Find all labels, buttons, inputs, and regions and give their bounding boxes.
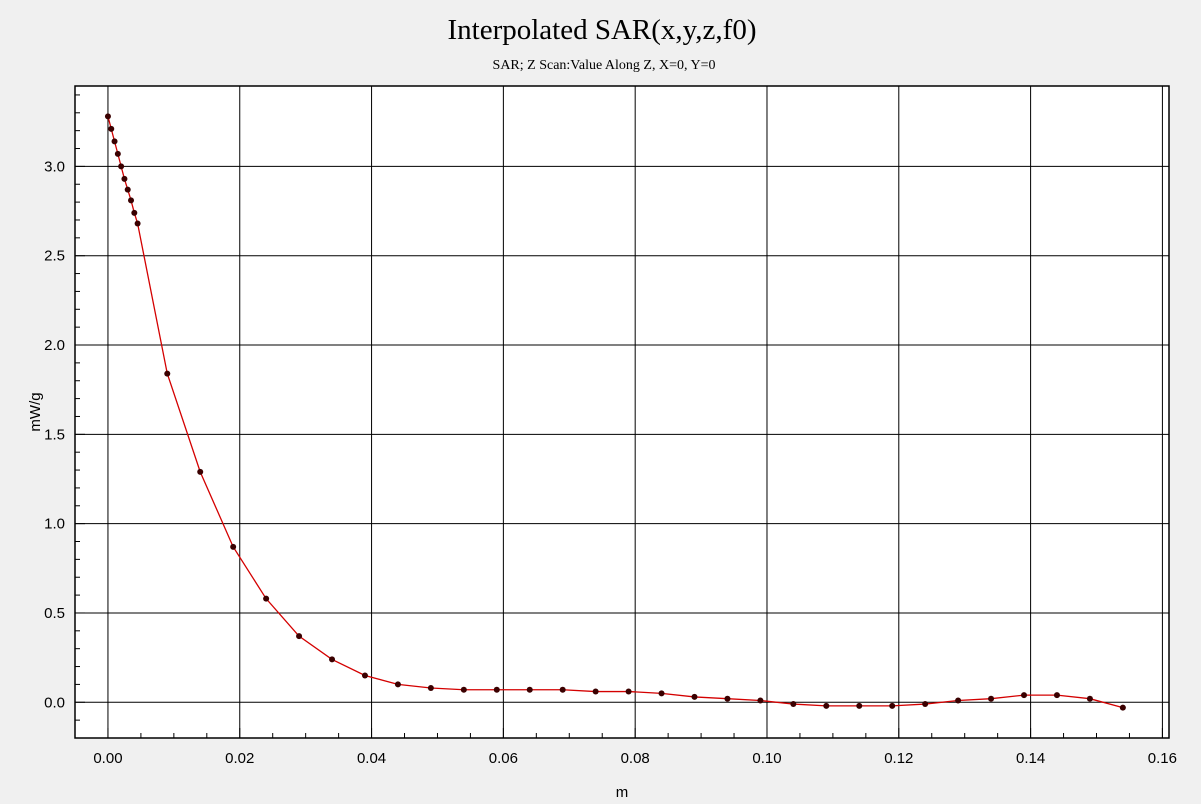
data-point [625, 688, 632, 695]
data-point [460, 686, 467, 693]
y-tick-label: 2.5 [44, 248, 65, 265]
y-axis-label: mW/g [27, 392, 44, 431]
x-axis-label: m [616, 784, 629, 801]
data-point [559, 686, 566, 693]
y-tick-label: 1.0 [44, 516, 65, 533]
data-point [988, 695, 995, 702]
data-point [1086, 695, 1093, 702]
series-line [107, 116, 1124, 709]
data-point [592, 688, 599, 695]
x-tick-label: 0.06 [489, 750, 518, 767]
data-point [296, 633, 303, 640]
x-tick-labels: 0.00 0.02 0.04 0.06 0.08 0.10 0.12 0.14 0.16 [93, 750, 1177, 767]
y-tick-label: 3.0 [44, 158, 65, 175]
data-point [263, 595, 270, 602]
x-tick-label: 0.12 [884, 750, 913, 767]
data-point [1021, 692, 1028, 699]
grid [75, 86, 1169, 738]
data-point [922, 701, 929, 708]
data-point [361, 672, 368, 679]
data-point [1119, 704, 1126, 711]
data-point [164, 370, 171, 377]
plot-area [75, 86, 1169, 738]
x-tick-label: 0.08 [621, 750, 650, 767]
data-point [134, 220, 141, 227]
data-point [724, 695, 731, 702]
data-point [526, 686, 533, 693]
data-point [124, 186, 131, 193]
data-point [111, 138, 118, 145]
x-tick-label: 0.00 [93, 750, 122, 767]
data-point [197, 468, 204, 475]
series-points [104, 113, 1126, 711]
data-point [955, 697, 962, 704]
x-tick-label: 0.10 [752, 750, 781, 767]
data-point [114, 150, 121, 157]
x-tick-label: 0.04 [357, 750, 386, 767]
y-tick-label: 1.5 [44, 426, 65, 443]
x-tick-label: 0.14 [1016, 750, 1045, 767]
data-point [757, 697, 764, 704]
y-tick-label: 2.0 [44, 337, 65, 354]
data-point [118, 163, 125, 170]
data-point [1053, 692, 1060, 699]
data-point [889, 702, 896, 709]
data-point [394, 681, 401, 688]
data-point [230, 543, 237, 550]
data-point [691, 693, 698, 700]
data-point [856, 702, 863, 709]
data-point [131, 209, 138, 216]
data-point [329, 656, 336, 663]
data-point [790, 701, 797, 708]
data-point [128, 197, 135, 204]
data-point [104, 113, 111, 120]
data-point [427, 684, 434, 691]
x-tick-label: 0.16 [1148, 750, 1177, 767]
y-tick-labels: 0.0 0.5 1.0 1.5 2.0 2.5 3.0 [44, 158, 65, 711]
y-tick-label: 0.5 [44, 605, 65, 622]
chart-subtitle: SAR; Z Scan:Value Along Z, X=0, Y=0 [493, 58, 716, 73]
chart-title: Interpolated SAR(x,y,z,f0) [448, 14, 757, 46]
data-point [658, 690, 665, 697]
axis-ticks [75, 94, 1163, 738]
y-tick-label: 0.0 [44, 694, 65, 711]
plot-frame [74, 85, 1170, 739]
data-point [823, 702, 830, 709]
data-point [121, 175, 128, 182]
data-point [493, 686, 500, 693]
data-point [108, 125, 115, 132]
x-tick-label: 0.02 [225, 750, 254, 767]
